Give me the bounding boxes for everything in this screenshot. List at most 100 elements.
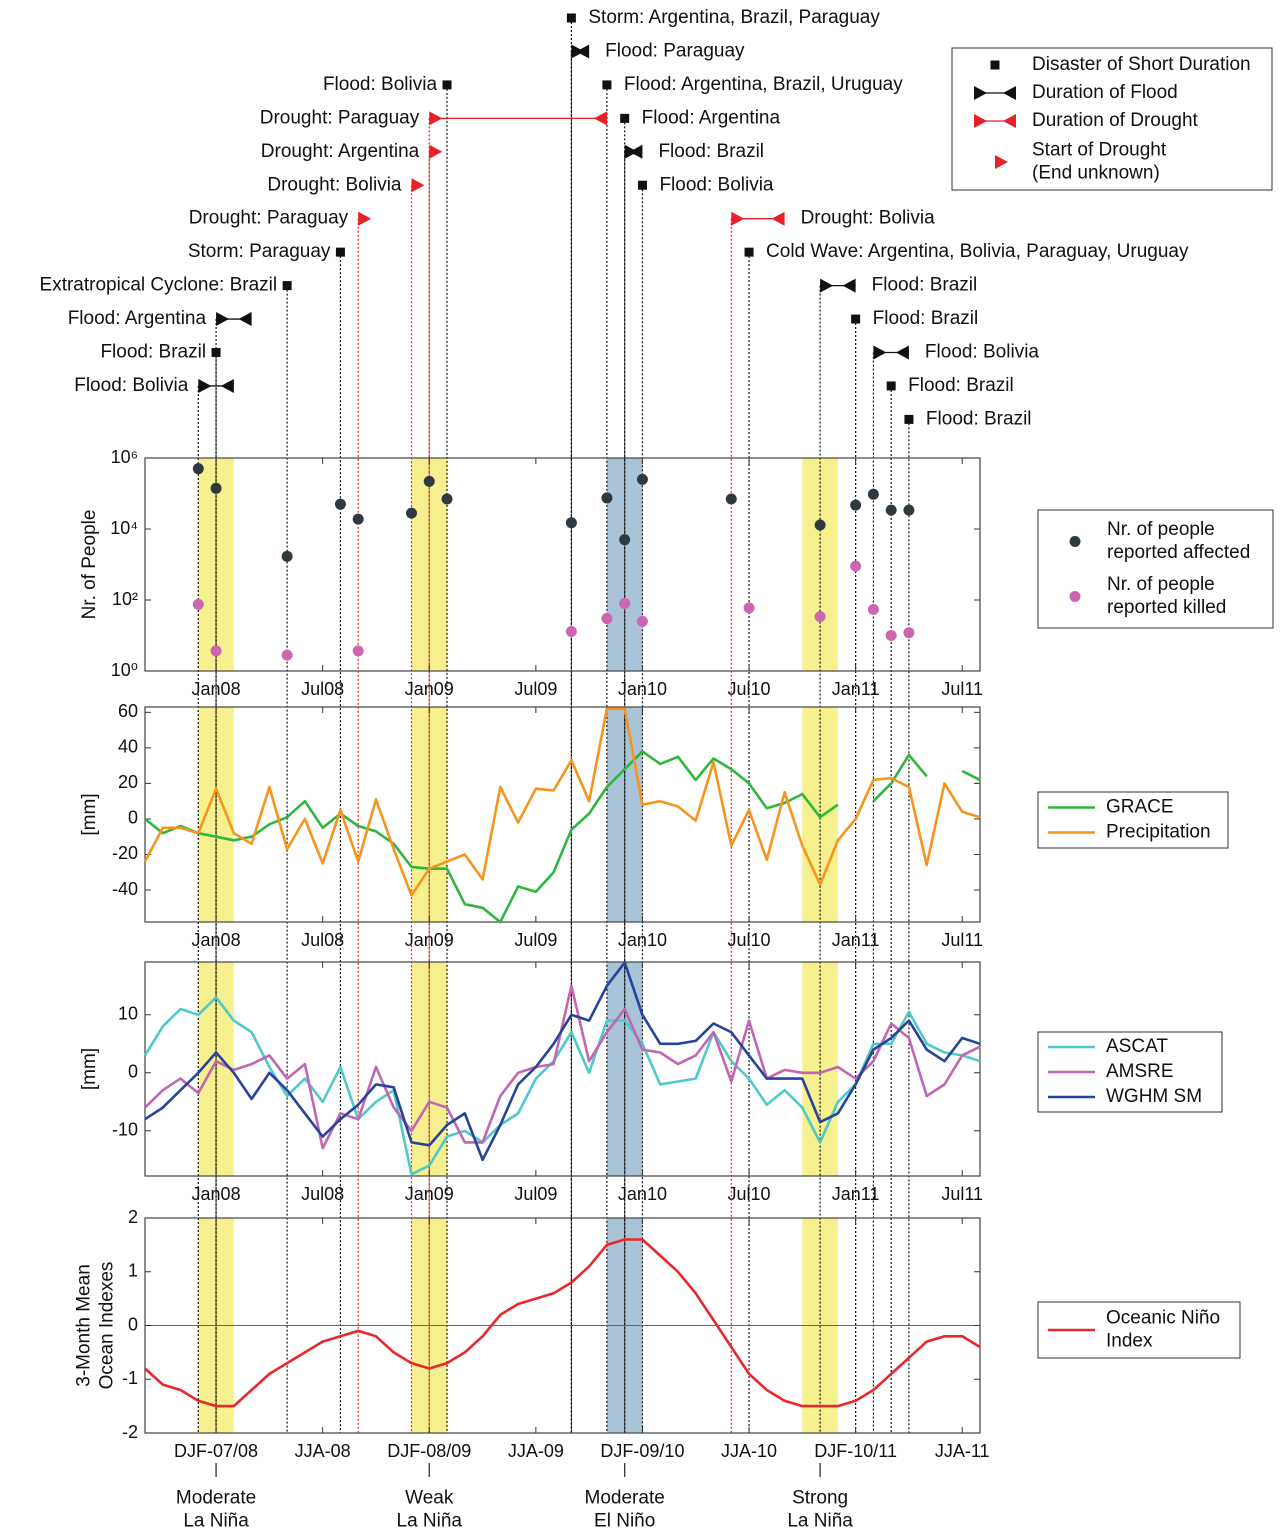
data-point	[619, 597, 631, 609]
x-tick-label: DJF-10/11	[814, 1441, 897, 1461]
event-label: Cold Wave: Argentina, Bolivia, Paraguay,…	[766, 241, 1189, 262]
x-tick-label: Jul08	[301, 679, 344, 699]
data-point	[352, 513, 364, 525]
triangle-marker	[238, 312, 252, 327]
event-label: Flood: Argentina, Brazil, Uruguay	[624, 74, 903, 95]
x-tick-label: Jan08	[192, 679, 241, 699]
y-tick-label: 0	[128, 1062, 138, 1082]
data-point	[441, 493, 453, 505]
data-point	[636, 615, 648, 627]
event-label: Drought: Bolivia	[801, 208, 936, 229]
data-point	[619, 534, 631, 546]
data-point	[814, 611, 826, 623]
triangle-marker	[1003, 114, 1016, 128]
x-tick-label: Jan09	[405, 1184, 454, 1204]
data-point	[281, 550, 293, 562]
legend-label: Nr. of people reported killed	[1107, 574, 1226, 618]
data-line	[144, 961, 981, 1162]
x-tick-label: JJA-11	[935, 1441, 990, 1461]
event-label: Flood: Bolivia	[925, 342, 1039, 363]
event-label: Storm: Paraguay	[188, 241, 331, 262]
event-marker	[637, 180, 647, 190]
triangle-marker	[411, 178, 425, 193]
triangle-marker	[358, 211, 372, 226]
legend-box	[1037, 791, 1229, 849]
data-point	[743, 602, 755, 614]
data-point	[725, 493, 737, 505]
annotation: Weak La Niña	[397, 1488, 463, 1532]
event-marker	[851, 314, 861, 324]
annotation: Moderate El Niño	[585, 1488, 665, 1532]
x-tick-label: Jul08	[301, 1184, 344, 1204]
y-tick-label: -20	[112, 843, 138, 863]
data-point	[601, 613, 613, 625]
legend-symbol	[1069, 536, 1081, 547]
x-tick-label: JJA-08	[295, 1441, 351, 1461]
legend-box	[1037, 509, 1274, 629]
triangle-marker	[974, 86, 987, 100]
plot-frame	[144, 706, 981, 923]
triangle-marker	[1003, 86, 1016, 100]
legend-label: Duration of Drought	[1032, 110, 1199, 131]
plot-frame	[144, 457, 981, 672]
event-label: Flood: Brazil	[908, 375, 1014, 396]
event-label: Flood: Brazil	[926, 408, 1032, 429]
x-tick-label: Jan10	[618, 930, 667, 950]
event-marker	[442, 80, 452, 90]
x-tick-label: Jul10	[728, 679, 771, 699]
x-tick-label: Jan09	[405, 679, 454, 699]
event-label: Flood: Bolivia	[659, 174, 773, 195]
y-tick-label: 1	[128, 1261, 138, 1281]
triangle-marker	[593, 111, 607, 126]
event-label: Flood: Argentina	[642, 107, 781, 128]
data-point	[405, 507, 417, 519]
x-tick-label: Jan10	[618, 1184, 667, 1204]
x-tick-label: Jan11	[832, 1184, 880, 1204]
x-tick-label: DJF-08/09	[387, 1441, 471, 1461]
legend-label: ASCAT	[1106, 1036, 1168, 1057]
triangle-marker	[429, 111, 443, 126]
data-point	[867, 488, 879, 500]
event-label: Flood: Brazil	[100, 342, 206, 363]
legend-label: GRACE	[1106, 797, 1174, 818]
triangle-marker	[771, 211, 785, 226]
event-label: Flood: Brazil	[873, 308, 979, 329]
x-tick-label: Jan11	[832, 679, 880, 699]
event-marker	[620, 113, 630, 123]
y-axis-label: [mm]	[79, 793, 100, 835]
plot-frame	[144, 961, 981, 1177]
triangle-marker	[842, 278, 856, 293]
legend-label: Nr. of people reported affected	[1107, 519, 1250, 563]
event-marker	[335, 247, 345, 257]
data-point	[814, 519, 826, 531]
event-label: Drought: Argentina	[261, 141, 420, 162]
triangle-marker	[995, 155, 1008, 169]
data-point	[850, 560, 862, 572]
legend-label: AMSRE	[1106, 1061, 1174, 1082]
triangle-marker	[629, 144, 643, 159]
data-line	[144, 984, 981, 1150]
x-tick-label: Jan10	[618, 679, 667, 699]
annotation: Strong La Niña	[787, 1488, 853, 1532]
event-label: Drought: Bolivia	[267, 174, 402, 195]
data-point	[885, 504, 897, 516]
data-point	[565, 517, 577, 529]
data-point	[192, 463, 204, 475]
data-point	[281, 649, 293, 661]
y-tick-label: 10²	[112, 589, 138, 609]
triangle-marker	[220, 378, 234, 393]
x-tick-label: Jul09	[514, 930, 557, 950]
data-point	[601, 492, 613, 504]
event-label: Flood: Brazil	[872, 275, 978, 296]
event-marker	[886, 381, 896, 391]
y-tick-label: -40	[112, 879, 138, 899]
y-tick-label: -10	[112, 1120, 138, 1140]
y-axis-label: [mm]	[79, 1048, 100, 1090]
legend-box	[1037, 1301, 1241, 1359]
x-tick-label: Jul10	[728, 930, 771, 950]
triangle-marker	[576, 44, 590, 59]
annotation: Moderate La Niña	[176, 1488, 256, 1532]
event-label: Extratropical Cyclone: Brazil	[40, 275, 278, 296]
x-tick-label: Jul09	[514, 679, 557, 699]
y-axis-label: 3-Month MeanOcean Indexes	[74, 1262, 118, 1390]
